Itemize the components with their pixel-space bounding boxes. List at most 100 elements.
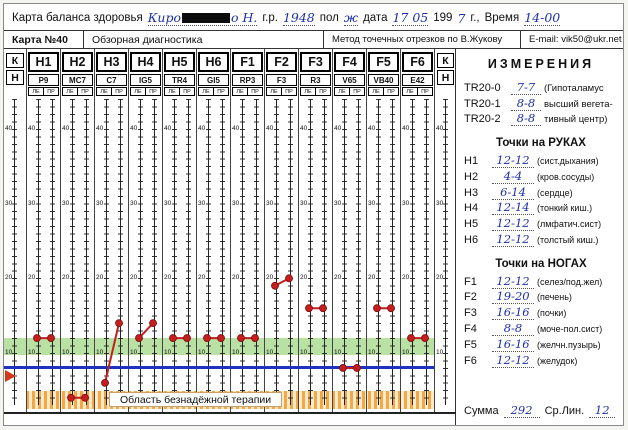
measure-row-TR20-2: TR20-2 8-8 тивный центр) <box>464 112 618 127</box>
corner-label-k: К <box>6 53 24 68</box>
measure-value: 12-12 <box>492 217 534 232</box>
side-labels: ЛЕ ПР <box>62 87 93 96</box>
meridian-label: H3 <box>96 52 127 72</box>
measure-row-TR20-0: TR20-0 7-7 (Гипоталамус <box>464 80 618 95</box>
scale-line <box>84 99 89 405</box>
side-label: ПР <box>316 87 331 96</box>
side-label: ЛЕ <box>62 87 78 96</box>
tick-label: 10 <box>164 349 172 356</box>
measure-note: (тонкий киш.) <box>537 203 593 214</box>
measure-value: 8-8 <box>511 112 541 127</box>
scale-line <box>172 99 177 405</box>
scale-line <box>288 99 293 405</box>
meridian-column-H6: H6 GI5 ЛЕ ПР 40 30 20 10 <box>196 49 230 412</box>
tick-label: 30 <box>334 199 342 207</box>
tick-label: 40 <box>368 124 376 132</box>
tick-label: 10 <box>232 349 240 356</box>
meridian-label: F2 <box>266 52 297 72</box>
patient-name-part2: о Н. <box>231 10 258 25</box>
measure-row-H6: H6 12-12 (толстый киш.) <box>464 232 618 247</box>
threshold-line <box>4 366 434 369</box>
hopeless-zone-label: Область безнадёжной терапии <box>109 392 283 407</box>
measure-label: H5 <box>464 218 479 231</box>
tick-label: 20 <box>198 274 206 282</box>
side-labels: ЛЕ ПР <box>96 87 127 96</box>
measure-note: тивный центр) <box>544 114 608 126</box>
side-labels: ЛЕ ПР <box>28 87 59 96</box>
side-label: ПР <box>44 87 59 96</box>
meridian-column-F4: F4 V65 ЛЕ ПР 40 30 20 10 <box>332 49 366 412</box>
corner-label-n: Н <box>437 70 454 85</box>
side-label: ЛЕ <box>300 87 316 96</box>
measure-row-H2: H2 4-4 (кров.сосуды) <box>464 169 618 184</box>
measure-row-F4: F4 8-8 (моче-пол.сист) <box>464 321 618 336</box>
measurements-panel: ИЗМЕРЕНИЯ TR20-0 7-7 (Гипоталамус TR20-1 8-8… <box>457 49 622 425</box>
measure-label: F4 <box>464 322 477 335</box>
measure-label: TR20-2 <box>464 113 501 126</box>
scale-line <box>12 99 17 405</box>
scale-line <box>152 99 157 405</box>
point-label: GI5 <box>198 74 229 86</box>
meridian-label: F1 <box>232 52 263 72</box>
tick-label: 20 <box>96 274 104 282</box>
measure-note: (сердце) <box>537 187 573 198</box>
tick-label: 30 <box>28 199 36 207</box>
measure-note: (селез/под.жел) <box>537 276 603 287</box>
tick-label: 40 <box>62 124 70 132</box>
measure-row-F1: F1 12-12 (селез/под.жел) <box>464 274 618 289</box>
measure-note: (желудок) <box>537 355 578 366</box>
measure-label: TR20-1 <box>464 97 501 110</box>
measure-label: H1 <box>464 154 479 167</box>
point-label: MC7 <box>62 74 93 86</box>
tick-label: 20 <box>28 274 36 282</box>
measure-value: 16-16 <box>492 306 534 321</box>
side-label: ПР <box>248 87 263 96</box>
side-label: ПР <box>282 87 297 96</box>
side-labels: ЛЕ ПР <box>300 87 331 96</box>
measure-value: 12-12 <box>492 353 534 368</box>
corner-label-n: Н <box>6 70 24 85</box>
time-value: 14-00 <box>524 10 561 26</box>
year-suffix: г., <box>470 12 480 24</box>
tick-label: 30 <box>300 199 308 207</box>
measure-note: (почки) <box>537 308 567 319</box>
tick-label: 10 <box>368 349 376 356</box>
avg-label: Ср.Лин. <box>544 405 585 417</box>
measurements-title: ИЗМЕРЕНИЯ <box>487 57 595 71</box>
meridian-column-H1: H1 P9 ЛЕ ПР 40 30 20 10 <box>26 49 60 412</box>
tick-label: 40 <box>130 124 138 132</box>
measure-row-TR20-1: TR20-1 8-8 высший вегета- <box>464 96 618 111</box>
summary-row: Сумма 292 Ср.Лин. 12 <box>464 403 618 421</box>
meridian-label: F5 <box>368 52 399 72</box>
tick-label: 40 <box>334 124 342 132</box>
scale-line <box>206 99 211 405</box>
measure-note: (печень) <box>537 292 572 303</box>
measure-row-H5: H5 12-12 (лмфатич.сист) <box>464 217 618 232</box>
point-label: V65 <box>334 74 365 86</box>
tick-label: 10 <box>266 349 274 356</box>
measure-value: 7-7 <box>511 80 541 95</box>
tick-label: 40 <box>232 124 240 132</box>
scale-line <box>220 99 225 405</box>
meridian-label: H5 <box>164 52 195 72</box>
tick-label: 10 <box>198 349 206 356</box>
meridian-column-H2: H2 MC7 ЛЕ ПР 40 30 20 10 <box>60 49 94 412</box>
side-label: ЛЕ <box>334 87 350 96</box>
meridian-column-F6: F6 E42 ЛЕ ПР 40 30 20 10 <box>400 49 434 412</box>
tick-label: 40 <box>164 124 172 132</box>
scale-line <box>356 99 361 405</box>
tick-label: 20 <box>334 274 342 282</box>
tick-label: 10 <box>300 349 308 356</box>
measure-label: F5 <box>464 338 477 351</box>
point-label: R3 <box>300 74 331 86</box>
tick-label: 20 <box>5 274 13 282</box>
tick-label: 30 <box>198 199 206 207</box>
measure-note: (Гипоталамус <box>544 82 604 94</box>
side-label: ПР <box>146 87 161 96</box>
birth-value: 1948 <box>282 10 315 26</box>
tick-label: 30 <box>232 199 240 207</box>
measure-value: 19-20 <box>492 290 534 305</box>
measure-value: 4-4 <box>492 169 534 184</box>
meridian-label: H1 <box>28 52 59 72</box>
meridian-column-F2: F2 F3 ЛЕ ПР 40 30 20 10 <box>264 49 298 412</box>
